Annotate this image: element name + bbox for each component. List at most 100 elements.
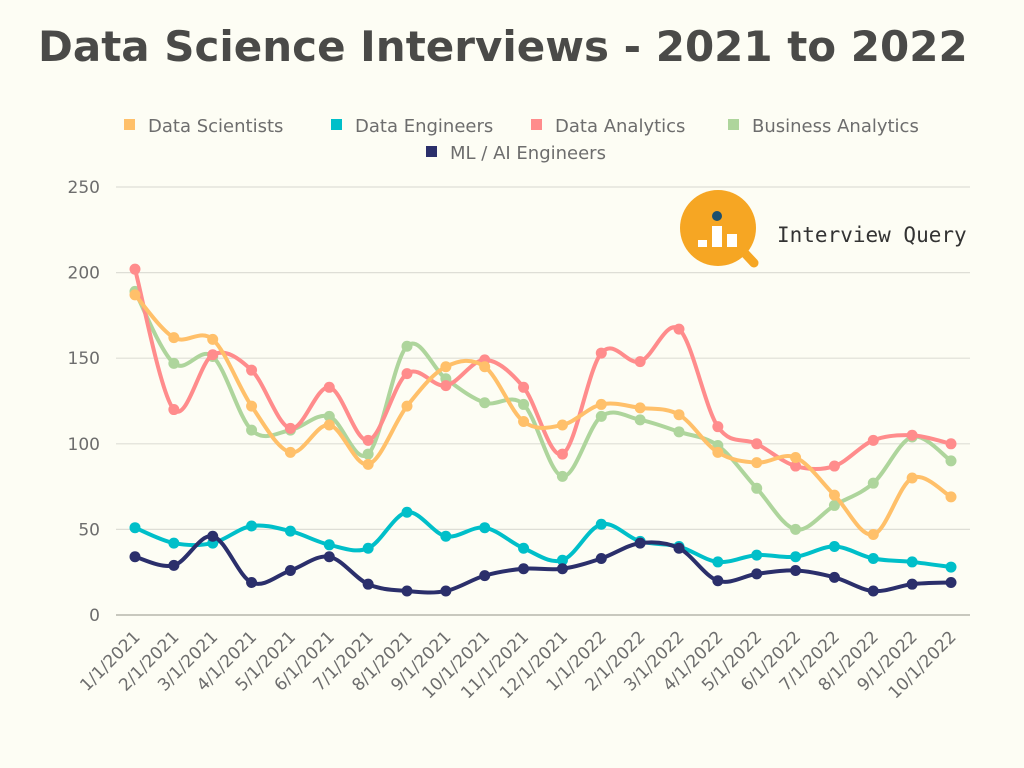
data-point <box>906 556 918 568</box>
data-point <box>828 489 840 501</box>
interview-query-logo: Interview Query <box>680 190 967 268</box>
y-tick-label: 50 <box>78 520 100 540</box>
data-point <box>284 422 296 434</box>
data-point <box>518 381 530 393</box>
data-point <box>207 349 219 361</box>
chart-title: Data Science Interviews - 2021 to 2022 <box>38 22 968 71</box>
legend-item: Data Engineers <box>331 116 493 137</box>
logo-bar <box>698 240 707 247</box>
data-point <box>401 400 413 412</box>
data-point <box>362 458 374 470</box>
data-point <box>595 398 607 410</box>
data-point <box>828 460 840 472</box>
data-point <box>246 400 258 412</box>
data-point <box>401 585 413 597</box>
data-point <box>945 576 957 588</box>
data-point <box>518 398 530 410</box>
data-point <box>362 542 374 554</box>
data-point <box>945 561 957 573</box>
data-point <box>168 537 180 549</box>
data-point <box>323 419 335 431</box>
data-point <box>634 537 646 549</box>
data-point <box>556 563 568 575</box>
data-point <box>712 575 724 587</box>
data-point <box>246 364 258 376</box>
data-point <box>751 457 763 469</box>
data-point <box>790 451 802 463</box>
data-point <box>323 551 335 563</box>
data-point <box>556 448 568 460</box>
data-point <box>906 472 918 484</box>
data-point <box>556 554 568 566</box>
data-point <box>867 585 879 597</box>
data-point <box>751 482 763 494</box>
series-line <box>134 510 952 570</box>
data-point <box>284 525 296 537</box>
series-ml-ai-engineers <box>129 530 957 597</box>
series-line <box>134 534 952 595</box>
y-tick-label: 100 <box>68 435 100 455</box>
data-point <box>790 523 802 535</box>
data-point <box>129 551 141 563</box>
data-point <box>712 556 724 568</box>
data-point <box>906 429 918 441</box>
data-point <box>362 434 374 446</box>
legend-item: ML / AI Engineers <box>426 143 606 164</box>
data-point <box>168 332 180 344</box>
series-line <box>133 290 953 532</box>
data-point <box>168 559 180 571</box>
legend-label: Business Analytics <box>752 116 919 137</box>
series-data-analytics <box>129 263 957 472</box>
data-point <box>673 409 685 421</box>
data-point <box>323 381 335 393</box>
data-point <box>168 404 180 416</box>
data-point <box>867 529 879 541</box>
legend-swatch <box>426 146 437 157</box>
y-tick-label: 0 <box>89 606 100 626</box>
series-data-scientists <box>129 289 957 541</box>
y-tick-label: 200 <box>68 264 100 284</box>
data-point <box>595 518 607 530</box>
data-point <box>867 477 879 489</box>
data-point <box>207 530 219 542</box>
data-point <box>246 520 258 532</box>
data-point <box>518 542 530 554</box>
legend-swatch <box>531 119 542 130</box>
data-point <box>362 578 374 590</box>
data-point <box>284 446 296 458</box>
data-point <box>556 470 568 482</box>
data-point <box>673 542 685 554</box>
legend-label: ML / AI Engineers <box>450 143 606 164</box>
data-point <box>945 438 957 450</box>
y-tick-label: 250 <box>68 178 100 198</box>
series-line <box>133 293 953 537</box>
data-point <box>401 506 413 518</box>
data-point <box>518 563 530 575</box>
data-point <box>518 416 530 428</box>
data-point <box>634 356 646 368</box>
data-point <box>362 448 374 460</box>
data-point <box>207 333 219 345</box>
data-point <box>673 426 685 438</box>
data-point <box>246 424 258 436</box>
data-point <box>673 323 685 335</box>
data-point <box>867 434 879 446</box>
logo-bar <box>727 234 737 247</box>
data-point <box>323 539 335 551</box>
legend-swatch <box>728 119 739 130</box>
y-tick-label: 150 <box>68 349 100 369</box>
data-point <box>906 578 918 590</box>
data-point <box>556 419 568 431</box>
legend-item: Data Scientists <box>124 116 283 137</box>
data-point <box>440 585 452 597</box>
data-point <box>479 522 491 534</box>
data-point <box>595 553 607 565</box>
data-point <box>751 568 763 580</box>
data-point <box>401 368 413 380</box>
data-point <box>945 491 957 503</box>
data-point <box>712 421 724 433</box>
data-point <box>323 410 335 422</box>
legend-label: Data Scientists <box>148 116 283 137</box>
data-point <box>168 357 180 369</box>
